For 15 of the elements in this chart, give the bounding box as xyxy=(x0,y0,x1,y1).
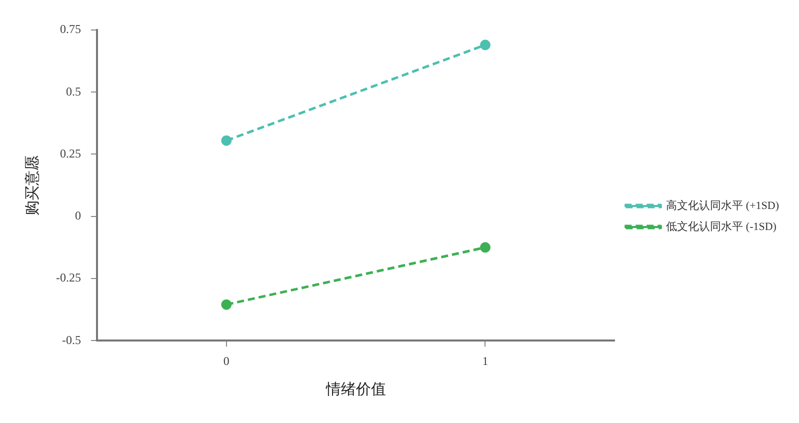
y-tick-label: -0.25 xyxy=(56,270,81,285)
legend-label: 低文化认同水平 (-1SD) xyxy=(666,220,777,233)
y-axis-title: 购买意愿 xyxy=(24,155,41,216)
point xyxy=(480,40,490,50)
x-axis-title: 情绪价值 xyxy=(324,380,386,398)
legend-label: 高文化认同水平 (+1SD) xyxy=(666,198,780,212)
point xyxy=(221,299,232,310)
x-tick-label: 1 xyxy=(482,354,488,368)
point xyxy=(221,135,232,146)
y-tick-label: -0.5 xyxy=(62,332,81,347)
y-tick-label: 0.75 xyxy=(60,22,81,36)
y-tick-label: 0.25 xyxy=(60,146,81,160)
point xyxy=(480,242,490,253)
y-tick-label: 0 xyxy=(74,208,81,223)
y-tick-label: 0.5 xyxy=(66,84,81,98)
